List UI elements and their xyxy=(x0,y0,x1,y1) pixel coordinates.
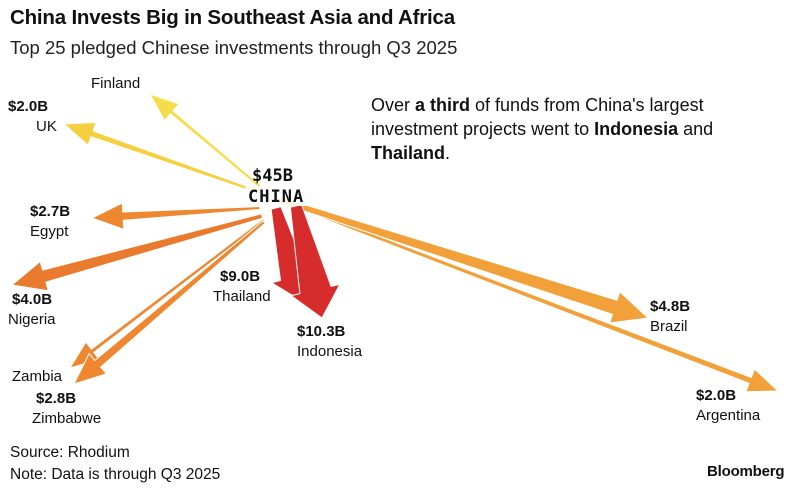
destination-label-brazil: Brazil xyxy=(650,318,688,335)
destination-label-thailand: Thailand xyxy=(213,288,271,305)
value-label-uk: $2.0B xyxy=(8,98,48,115)
origin-label-background xyxy=(245,186,311,206)
annotation-text-2: of funds from China's largest investment… xyxy=(371,95,704,139)
value-label-nigeria: $4.0B xyxy=(12,291,52,308)
flow-arrow-zimbabwe xyxy=(73,220,266,385)
annotation-text-1: Over xyxy=(371,95,416,115)
flow-arrow-indonesia xyxy=(289,204,341,319)
value-label-argentina: $2.0B xyxy=(696,387,736,404)
flow-arrow-egypt xyxy=(91,202,261,230)
chart-title: China Invests Big in Southeast Asia and … xyxy=(10,6,455,29)
origin-name-label: CHINA xyxy=(248,187,304,207)
destination-label-nigeria: Nigeria xyxy=(8,311,56,328)
destination-label-argentina: Argentina xyxy=(696,407,761,424)
value-label-zimbabwe: $2.8B xyxy=(36,390,76,407)
value-label-brazil: $4.8B xyxy=(650,298,690,315)
flow-arrow-nigeria xyxy=(11,213,264,292)
destination-label-indonesia: Indonesia xyxy=(297,343,363,360)
chart-subtitle: Top 25 pledged Chinese investments throu… xyxy=(10,37,458,58)
flow-arrow-uk xyxy=(63,121,265,196)
destination-label-zambia: Zambia xyxy=(12,368,63,385)
value-label-thailand: $9.0B xyxy=(220,268,260,285)
destination-label-zimbabwe: Zimbabwe xyxy=(32,410,101,427)
flow-arrow-finland xyxy=(149,93,266,192)
annotation-text-4: . xyxy=(445,143,451,163)
destination-label-uk: UK xyxy=(36,118,57,135)
destination-label-egypt: Egypt xyxy=(30,223,69,240)
destination-label-finland: Finland xyxy=(91,75,140,92)
chart-annotation: Over a third of funds from China's large… xyxy=(371,93,731,165)
value-label-indonesia: $10.3B xyxy=(297,323,346,340)
annotation-emphasis-thailand: Thailand xyxy=(371,143,446,163)
bloomberg-logo: Bloomberg xyxy=(707,463,785,480)
flow-arrow-brazil xyxy=(278,196,649,324)
annotation-emphasis-third: a third xyxy=(415,95,471,115)
flow-arrows xyxy=(11,93,779,393)
origin-total-label: $45B xyxy=(252,166,293,186)
value-label-egypt: $2.7B xyxy=(30,203,70,220)
data-note: Note: Data is through Q3 2025 xyxy=(10,466,221,483)
annotation-text-3: and xyxy=(678,119,714,139)
source-note: Source: Rhodium xyxy=(10,444,130,461)
annotation-emphasis-indonesia: Indonesia xyxy=(594,119,679,139)
